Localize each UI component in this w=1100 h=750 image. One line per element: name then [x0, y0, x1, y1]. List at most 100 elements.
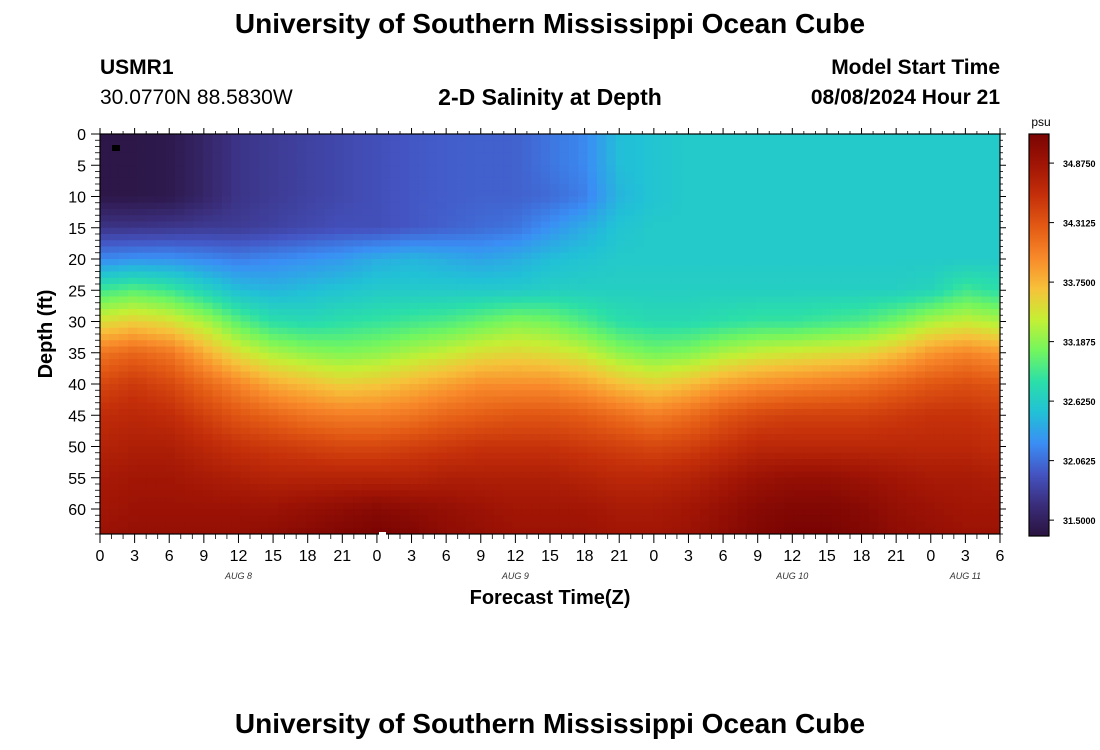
- heatmap-cell: [812, 346, 823, 354]
- heatmap-cell: [409, 215, 420, 223]
- heatmap-cell: [981, 296, 992, 304]
- heatmap-cell: [821, 427, 832, 435]
- heatmap-cell: [550, 377, 560, 385]
- heatmap-cell: [362, 209, 373, 216]
- heatmap-cell: [128, 177, 139, 185]
- heatmap-cell: [700, 240, 710, 248]
- heatmap-cell: [362, 184, 373, 191]
- heatmap-cell: [531, 334, 542, 341]
- heatmap-cell: [175, 159, 185, 166]
- heatmap-cell: [728, 296, 739, 304]
- heatmap-cell: [325, 140, 335, 148]
- heatmap-cell: [334, 209, 345, 216]
- heatmap-cell: [596, 240, 607, 248]
- heatmap-cell: [475, 259, 485, 266]
- heatmap-cell: [868, 296, 879, 304]
- heatmap-cell: [671, 196, 682, 204]
- heatmap-cell: [100, 246, 110, 254]
- heatmap-cell: [465, 434, 476, 441]
- heatmap-cell: [175, 377, 185, 385]
- heatmap-cell: [812, 171, 823, 179]
- heatmap-cell: [203, 321, 214, 329]
- heatmap-cell: [793, 321, 804, 329]
- heatmap-cell: [981, 452, 992, 460]
- heatmap-cell: [306, 302, 317, 310]
- heatmap-cell: [156, 352, 167, 360]
- heatmap-cell: [465, 271, 476, 279]
- heatmap-cell: [765, 377, 776, 385]
- heatmap-cell: [418, 140, 429, 148]
- heatmap-cell: [915, 209, 926, 216]
- heatmap-cell: [362, 159, 373, 166]
- heatmap-cell: [325, 284, 335, 291]
- heatmap-cell: [287, 259, 298, 266]
- heatmap-cell: [531, 252, 542, 260]
- heatmap-cell: [859, 196, 870, 204]
- heatmap-cell: [493, 402, 504, 410]
- heatmap-cell: [737, 265, 748, 273]
- heatmap-cell: [128, 209, 139, 216]
- heatmap-cell: [756, 390, 767, 398]
- heatmap-cell: [334, 159, 345, 166]
- heatmap-cell: [596, 321, 607, 329]
- heatmap-cell: [493, 259, 504, 266]
- heatmap-cell: [250, 221, 260, 229]
- heatmap-cell: [981, 334, 992, 341]
- heatmap-cell: [718, 440, 729, 448]
- heatmap-cell: [671, 434, 682, 441]
- heatmap-cell: [334, 152, 345, 160]
- heatmap-cell: [437, 284, 448, 291]
- heatmap-cell: [625, 165, 635, 173]
- heatmap-cell: [203, 302, 214, 310]
- heatmap-cell: [540, 140, 551, 148]
- heatmap-cell: [296, 234, 307, 241]
- heatmap-cell: [990, 440, 1000, 448]
- heatmap-cell: [587, 396, 598, 404]
- heatmap-cell: [484, 209, 495, 216]
- heatmap-cell: [596, 365, 607, 373]
- heatmap-cell: [981, 190, 992, 198]
- heatmap-cell: [587, 265, 598, 273]
- heatmap-cell: [418, 340, 429, 348]
- heatmap-cell: [906, 421, 917, 429]
- heatmap-cell: [381, 252, 392, 260]
- heatmap-cell: [512, 246, 523, 254]
- heatmap-cell: [643, 277, 654, 285]
- heatmap-cell: [306, 202, 317, 210]
- heatmap-cell: [203, 196, 214, 204]
- heatmap-cell: [943, 177, 954, 185]
- heatmap-cell: [109, 384, 120, 391]
- heatmap-cell: [718, 221, 729, 229]
- heatmap-cell: [446, 315, 457, 323]
- heatmap-cell: [221, 221, 232, 229]
- heatmap-cell: [362, 196, 373, 204]
- heatmap-cell: [259, 146, 270, 154]
- heatmap-cell: [278, 265, 289, 273]
- heatmap-cell: [690, 284, 701, 291]
- heatmap-cell: [596, 359, 607, 366]
- heatmap-cell: [803, 359, 814, 366]
- heatmap-cell: [737, 440, 748, 448]
- heatmap-cell: [446, 177, 457, 185]
- heatmap-cell: [353, 427, 364, 435]
- heatmap-cell: [915, 165, 926, 173]
- heatmap-cell: [315, 184, 326, 191]
- heatmap-cell: [962, 390, 973, 398]
- heatmap-cell: [896, 221, 907, 229]
- heatmap-cell: [221, 390, 232, 398]
- heatmap-cell: [371, 134, 382, 141]
- heatmap-cell: [971, 259, 982, 266]
- heatmap-cell: [746, 440, 757, 448]
- heatmap-cell: [746, 309, 757, 316]
- heatmap-cell: [643, 146, 654, 154]
- heatmap-cell: [409, 290, 420, 298]
- heatmap-cell: [812, 452, 823, 460]
- heatmap-cell: [428, 390, 439, 398]
- heatmap-cell: [521, 402, 532, 410]
- heatmap-cell: [400, 134, 410, 141]
- heatmap-cell: [512, 452, 523, 460]
- heatmap-cell: [371, 202, 382, 210]
- heatmap-cell: [962, 215, 973, 223]
- heatmap-cell: [681, 252, 692, 260]
- heatmap-cell: [371, 421, 382, 429]
